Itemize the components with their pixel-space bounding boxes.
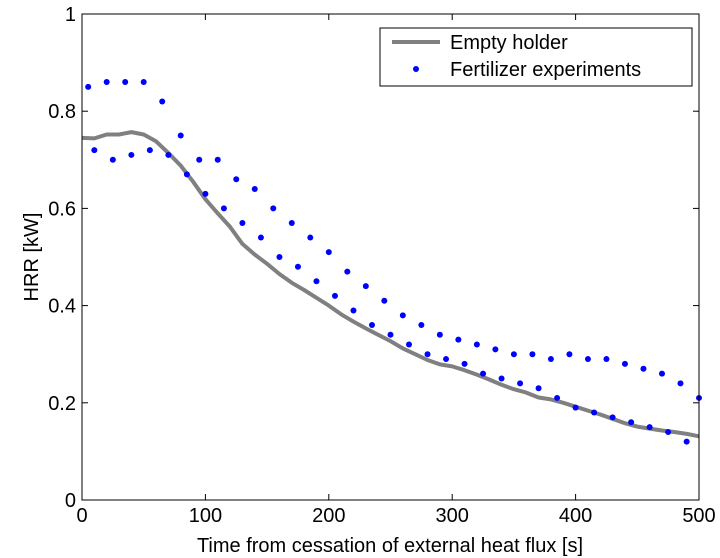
data-point-fertilizer [628, 419, 635, 426]
data-point-fertilizer [233, 176, 240, 183]
y-tick-label: 0 [65, 490, 76, 512]
data-point-fertilizer [473, 341, 480, 348]
data-point-fertilizer [202, 190, 209, 197]
x-tick-label: 100 [189, 505, 222, 527]
data-point-fertilizer [325, 249, 332, 256]
data-point-fertilizer [350, 307, 357, 314]
data-point-fertilizer [103, 79, 110, 86]
data-point-fertilizer [443, 356, 450, 363]
data-point-fertilizer [646, 424, 653, 431]
data-point-fertilizer [621, 360, 628, 367]
y-tick-label: 0.8 [48, 101, 76, 123]
data-point-fertilizer [85, 83, 92, 90]
data-point-fertilizer [159, 98, 166, 105]
x-axis: 0 100 200 300 400 500 [76, 14, 716, 527]
data-point-fertilizer [183, 171, 190, 178]
data-point-fertilizer [165, 151, 172, 158]
data-point-fertilizer [109, 156, 116, 163]
data-point-fertilizer [510, 351, 517, 358]
data-point-fertilizer [257, 234, 264, 241]
data-point-fertilizer [455, 336, 462, 343]
y-tick-label: 0.6 [48, 198, 76, 220]
plot-area [82, 14, 699, 500]
data-point-fertilizer [498, 375, 505, 382]
data-point-fertilizer [640, 365, 647, 372]
data-point-fertilizer [461, 360, 468, 367]
x-tick-label: 0 [76, 505, 87, 527]
data-point-fertilizer [406, 341, 413, 348]
data-point-fertilizer [91, 147, 98, 154]
data-point-fertilizer [381, 297, 388, 304]
data-point-fertilizer [677, 380, 684, 387]
y-tick-label: 0.4 [48, 296, 76, 318]
data-point-fertilizer [492, 346, 499, 353]
data-point-fertilizer [368, 322, 375, 329]
data-point-fertilizer [146, 147, 153, 154]
data-point-fertilizer [424, 351, 431, 358]
data-point-fertilizer [313, 278, 320, 285]
plot-frame [81, 13, 700, 501]
x-tick-label: 200 [312, 505, 345, 527]
data-point-fertilizer [665, 428, 672, 435]
data-point-fertilizer [140, 79, 147, 86]
y-tick-label: 1 [65, 4, 76, 26]
data-point-fertilizer [307, 234, 314, 241]
y-axis: 0 0.2 0.4 0.6 0.8 1 [48, 4, 699, 512]
data-point-fertilizer [270, 205, 277, 212]
x-tick-label: 500 [682, 505, 715, 527]
data-point-fertilizer [196, 156, 203, 163]
data-point-fertilizer [529, 351, 536, 358]
data-point-fertilizer [362, 283, 369, 290]
data-point-fertilizer [239, 219, 246, 226]
data-point-fertilizer [214, 156, 221, 163]
data-point-fertilizer [658, 370, 665, 377]
data-point-fertilizer [480, 370, 487, 377]
data-point-fertilizer [128, 151, 135, 158]
x-tick-label: 300 [436, 505, 469, 527]
data-point-fertilizer [399, 312, 406, 319]
data-point-fertilizer [331, 292, 338, 299]
legend-label-series-1: Empty holder [450, 32, 568, 54]
series-layer [81, 79, 702, 445]
legend: Empty holder Fertilizer experiments [379, 27, 693, 87]
legend-marker-swatch [413, 66, 419, 72]
data-point-fertilizer [609, 414, 616, 421]
data-point-fertilizer [517, 380, 524, 387]
data-point-fertilizer [294, 263, 301, 270]
data-point-fertilizer [554, 394, 561, 401]
data-point-fertilizer [251, 185, 258, 192]
data-point-fertilizer [418, 322, 425, 329]
legend-box [379, 27, 693, 87]
data-point-fertilizer [683, 438, 690, 445]
data-point-fertilizer [122, 79, 129, 86]
data-point-fertilizer [603, 356, 610, 363]
plot-background [82, 14, 699, 500]
data-point-fertilizer [177, 132, 184, 139]
data-point-fertilizer [566, 351, 573, 358]
data-point-fertilizer [436, 331, 443, 338]
data-point-fertilizer [584, 356, 591, 363]
legend-label-series-2: Fertilizer experiments [450, 59, 641, 81]
data-point-fertilizer [288, 219, 295, 226]
data-point-fertilizer [572, 404, 579, 411]
data-point-fertilizer [387, 331, 394, 338]
x-axis-label: Time from cessation of external heat flu… [197, 535, 583, 557]
y-tick-label: 0.2 [48, 393, 76, 415]
x-tick-label: 400 [559, 505, 592, 527]
y-axis-label: HRR [kW] [21, 213, 43, 302]
data-point-fertilizer [591, 409, 598, 416]
data-point-fertilizer [547, 356, 554, 363]
data-point-fertilizer [535, 385, 542, 392]
data-point-fertilizer [220, 205, 227, 212]
data-point-fertilizer [276, 254, 283, 260]
data-point-fertilizer [344, 268, 351, 275]
